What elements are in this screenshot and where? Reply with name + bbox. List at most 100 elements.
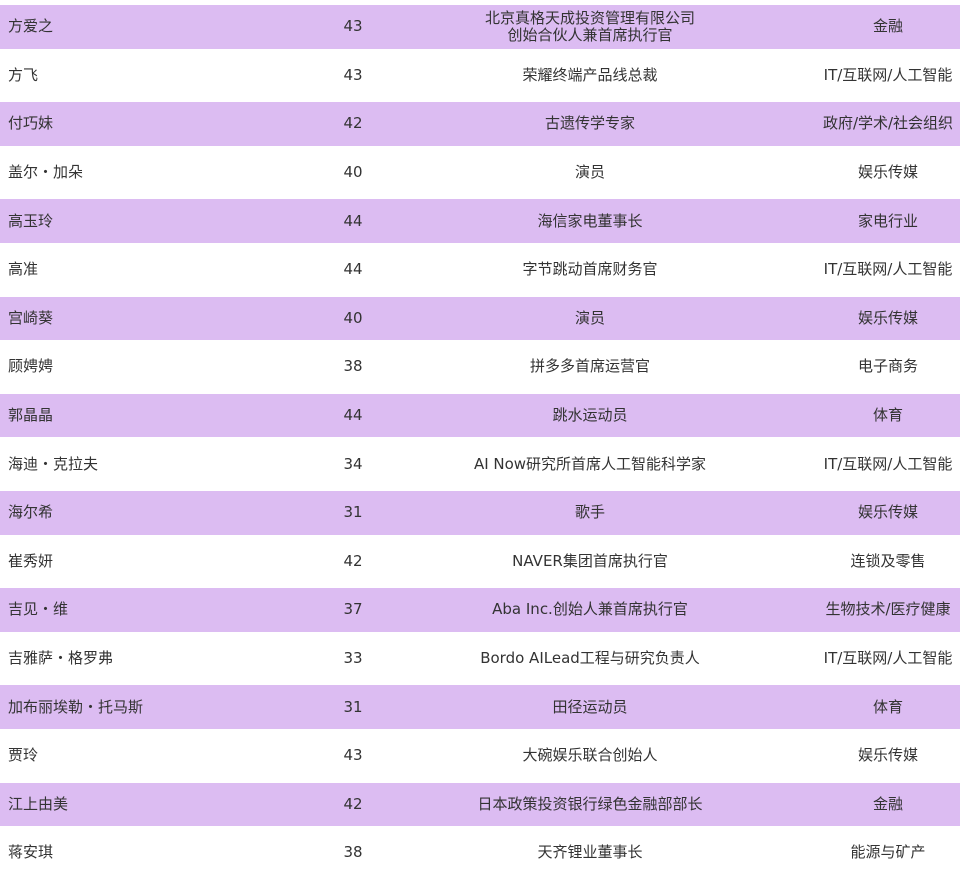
table-row: 海迪・克拉夫 34 AI Now研究所首席人工智能科学家 IT/互联网/人工智能 xyxy=(0,441,960,490)
table-row: 盖尔・加朵 40 演员 娱乐传媒 xyxy=(0,150,960,199)
name-cell: 付巧妹 xyxy=(8,114,54,133)
title-cell: 天齐锂业董事长 xyxy=(400,830,780,876)
table-row: 吉见・维 37 Aba Inc.创始人兼首席执行官 生物技术/医疗健康 xyxy=(0,587,960,636)
industry-cell: 体育 xyxy=(872,406,903,425)
table-row: 高准 44 字节跳动首席财务官 IT/互联网/人工智能 xyxy=(0,247,960,296)
name-cell: 吉见・维 xyxy=(8,600,69,619)
title-line: 田径运动员 xyxy=(552,697,628,716)
industry-cell: IT/互联网/人工智能 xyxy=(823,260,953,279)
title-cell: 演员 xyxy=(400,150,780,196)
title-line: Aba Inc.创始人兼首席执行官 xyxy=(492,600,688,619)
title-cell: 海信家电董事长 xyxy=(400,198,780,244)
age-cell: 31 xyxy=(343,503,363,522)
name-cell: 蒋安琪 xyxy=(8,843,54,862)
industry-cell: 娱乐传媒 xyxy=(857,308,918,327)
industry-cell: 体育 xyxy=(872,697,903,716)
age-cell: 43 xyxy=(343,65,363,84)
industry-cell: 政府/学术/社会组织 xyxy=(822,114,954,133)
title-cell: 跳水运动员 xyxy=(400,393,780,439)
title-line: 演员 xyxy=(574,163,605,182)
title-line: AI Now研究所首席人工智能科学家 xyxy=(473,454,707,473)
industry-cell: 娱乐传媒 xyxy=(857,503,918,522)
age-cell: 42 xyxy=(343,794,363,813)
table-row: 海尔希 31 歌手 娱乐传媒 xyxy=(0,490,960,539)
age-cell: 33 xyxy=(343,649,363,668)
name-cell: 方爱之 xyxy=(8,17,54,36)
age-cell: 43 xyxy=(343,746,363,765)
age-cell: 42 xyxy=(343,114,363,133)
table-row: 郭晶晶 44 跳水运动员 体育 xyxy=(0,393,960,442)
title-line: NAVER集团首席执行官 xyxy=(512,551,668,570)
title-line: 荣耀终端产品线总裁 xyxy=(522,65,658,84)
table-row: 高玉玲 44 海信家电董事长 家电行业 xyxy=(0,198,960,247)
name-cell: 江上由美 xyxy=(8,794,69,813)
title-line: 北京真格天成投资管理有限公司 xyxy=(484,8,695,27)
row-band xyxy=(0,490,960,535)
table-row: 方爱之 43 北京真格天成投资管理有限公司 创始合伙人兼首席执行官 金融 xyxy=(0,4,960,53)
title-line: 拼多多首席运营官 xyxy=(529,357,650,376)
title-cell: 田径运动员 xyxy=(400,684,780,730)
name-cell: 顾娉娉 xyxy=(8,357,54,376)
name-cell: 宫崎葵 xyxy=(8,308,54,327)
table-row: 加布丽埃勒・托马斯 31 田径运动员 体育 xyxy=(0,684,960,733)
industry-cell: 娱乐传媒 xyxy=(857,746,918,765)
age-cell: 34 xyxy=(343,454,363,473)
name-cell: 海迪・克拉夫 xyxy=(8,454,99,473)
table-row: 贾玲 43 大碗娱乐联合创始人 娱乐传媒 xyxy=(0,733,960,782)
title-cell: Bordo AILead工程与研究负责人 xyxy=(400,636,780,682)
age-cell: 40 xyxy=(343,308,363,327)
age-cell: 38 xyxy=(343,843,363,862)
name-cell: 盖尔・加朵 xyxy=(8,163,84,182)
industry-cell: IT/互联网/人工智能 xyxy=(823,65,953,84)
table-row: 方飞 43 荣耀终端产品线总裁 IT/互联网/人工智能 xyxy=(0,53,960,102)
name-cell: 高玉玲 xyxy=(8,211,54,230)
industry-cell: IT/互联网/人工智能 xyxy=(823,454,953,473)
age-cell: 43 xyxy=(343,17,363,36)
industry-cell: 家电行业 xyxy=(857,211,918,230)
age-cell: 37 xyxy=(343,600,363,619)
industry-cell: 娱乐传媒 xyxy=(857,163,918,182)
table-row: 吉雅萨・格罗弗 33 Bordo AILead工程与研究负责人 IT/互联网/人工智能 xyxy=(0,636,960,685)
industry-cell: IT/互联网/人工智能 xyxy=(823,649,953,668)
title-cell: 拼多多首席运营官 xyxy=(400,344,780,390)
name-cell: 郭晶晶 xyxy=(8,406,54,425)
industry-cell: 能源与矿产 xyxy=(850,843,926,862)
title-cell: 字节跳动首席财务官 xyxy=(400,247,780,293)
age-cell: 38 xyxy=(343,357,363,376)
table-row: 江上由美 42 日本政策投资银行绿色金融部部长 金融 xyxy=(0,782,960,831)
row-band xyxy=(0,393,960,438)
industry-cell: 生物技术/医疗健康 xyxy=(825,600,951,619)
name-cell: 方飞 xyxy=(8,65,39,84)
table-row: 付巧妹 42 古遗传学专家 政府/学术/社会组织 xyxy=(0,101,960,150)
table-row: 蒋安琪 38 天齐锂业董事长 能源与矿产 xyxy=(0,830,960,879)
title-line: 跳水运动员 xyxy=(552,406,628,425)
name-cell: 高准 xyxy=(8,260,39,279)
title-line: Bordo AILead工程与研究负责人 xyxy=(480,649,700,668)
age-cell: 40 xyxy=(343,163,363,182)
name-cell: 吉雅萨・格罗弗 xyxy=(8,649,114,668)
age-cell: 31 xyxy=(343,697,363,716)
row-band xyxy=(0,588,960,632)
title-cell: 大碗娱乐联合创始人 xyxy=(400,733,780,779)
title-line: 歌手 xyxy=(574,503,605,522)
age-cell: 44 xyxy=(343,211,363,230)
row-band xyxy=(0,685,960,729)
row-band xyxy=(0,296,960,341)
row-band xyxy=(0,199,960,243)
title-line: 天齐锂业董事长 xyxy=(537,843,643,862)
name-cell: 加布丽埃勒・托马斯 xyxy=(8,697,144,716)
title-line: 古遗传学专家 xyxy=(544,114,635,133)
title-cell: 北京真格天成投资管理有限公司 创始合伙人兼首席执行官 xyxy=(400,4,780,50)
industry-cell: 电子商务 xyxy=(857,357,918,376)
name-cell: 崔秀妍 xyxy=(8,551,54,570)
title-cell: 古遗传学专家 xyxy=(400,101,780,147)
table-row: 崔秀妍 42 NAVER集团首席执行官 连锁及零售 xyxy=(0,539,960,588)
name-cell: 海尔希 xyxy=(8,503,54,522)
industry-cell: 金融 xyxy=(872,794,903,813)
title-cell: 日本政策投资银行绿色金融部部长 xyxy=(400,782,780,828)
age-cell: 42 xyxy=(343,551,363,570)
data-table: 方爱之 43 北京真格天成投资管理有限公司 创始合伙人兼首席执行官 金融 方飞 43 荣耀终端… xyxy=(0,4,960,879)
title-cell: 演员 xyxy=(400,296,780,342)
title-cell: 歌手 xyxy=(400,490,780,536)
industry-cell: 金融 xyxy=(872,17,903,36)
